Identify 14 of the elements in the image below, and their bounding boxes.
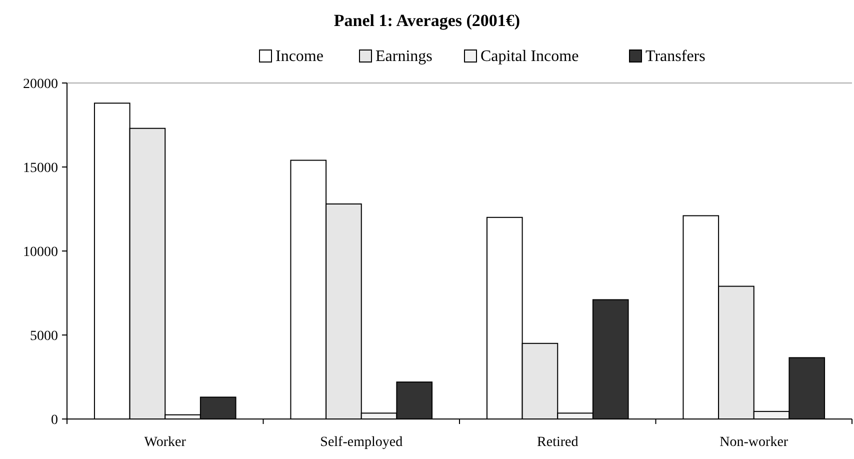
x-tick-label: Self-employed: [320, 435, 403, 450]
y-tick-label: 15000: [23, 160, 58, 176]
legend-label: Earnings: [376, 48, 432, 65]
y-tick-label: 20000: [23, 76, 58, 92]
legend-label: Income: [276, 48, 324, 65]
y-tick-label: 5000: [30, 328, 58, 344]
x-tick-label: Non-worker: [720, 435, 788, 450]
y-tick-label: 0: [51, 412, 58, 428]
legend-label: Transfers: [646, 48, 706, 65]
y-tick-label: 10000: [23, 244, 58, 260]
x-tick-label: Retired: [537, 435, 578, 450]
x-tick-label: Worker: [144, 435, 186, 450]
legend-label: Capital Income: [480, 48, 579, 65]
chart-title: Panel 1: Averages (2001€): [334, 11, 520, 30]
